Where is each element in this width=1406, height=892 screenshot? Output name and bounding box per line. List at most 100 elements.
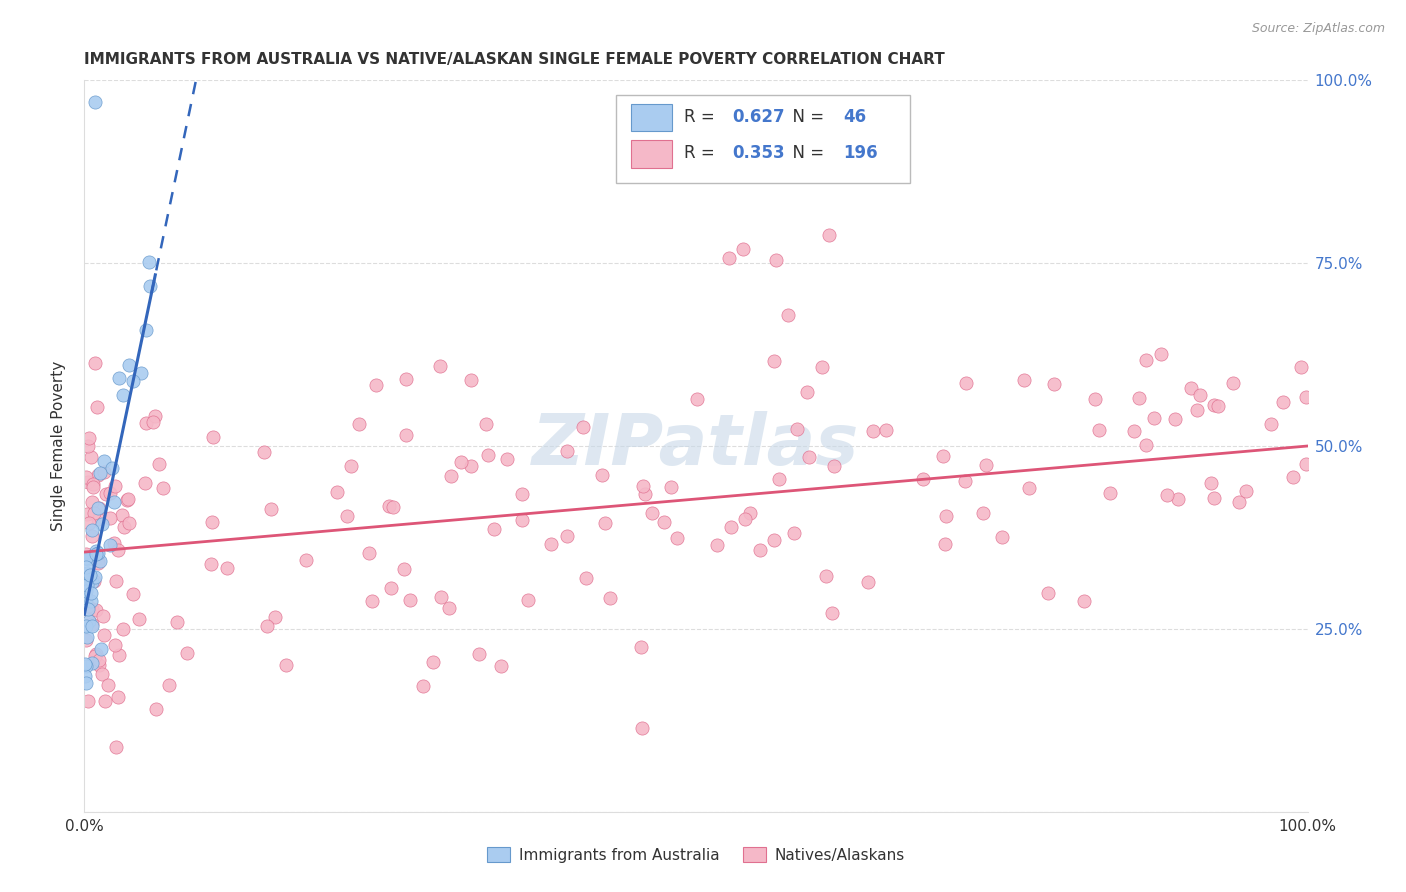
Point xyxy=(572,420,595,434)
Point xyxy=(76,508,98,522)
Point xyxy=(75,470,97,484)
Point xyxy=(80,617,103,632)
Point xyxy=(86,501,108,516)
Point xyxy=(75,619,97,633)
Point xyxy=(87,546,110,560)
Point xyxy=(103,495,125,509)
Point xyxy=(1084,392,1107,406)
Text: N =: N = xyxy=(782,108,830,126)
Point xyxy=(138,279,160,293)
Point xyxy=(1199,475,1222,490)
Point xyxy=(82,523,104,537)
Point xyxy=(176,646,198,660)
Point xyxy=(460,374,482,388)
Point xyxy=(121,586,143,600)
FancyBboxPatch shape xyxy=(616,95,910,183)
Point xyxy=(108,370,131,384)
Point xyxy=(104,740,127,755)
Point xyxy=(325,484,347,499)
Point xyxy=(349,417,371,431)
Point xyxy=(111,388,134,402)
Point xyxy=(665,531,688,545)
Point xyxy=(93,608,115,623)
Point xyxy=(256,619,278,633)
Point xyxy=(1163,411,1185,425)
Point xyxy=(93,454,115,468)
Point xyxy=(84,355,107,369)
Point xyxy=(87,554,110,568)
Point xyxy=(974,458,997,473)
Point xyxy=(1295,390,1317,404)
Point xyxy=(654,516,676,530)
Point xyxy=(1014,373,1036,387)
Point xyxy=(862,424,884,438)
Point xyxy=(135,323,157,337)
Point xyxy=(555,444,578,458)
Point xyxy=(201,515,224,529)
Point xyxy=(575,571,598,585)
Point xyxy=(815,569,838,583)
Point xyxy=(510,513,533,527)
Point xyxy=(82,656,104,670)
Point xyxy=(77,602,100,616)
Point xyxy=(1036,585,1059,599)
Point xyxy=(856,575,879,590)
Point xyxy=(84,544,107,558)
Point xyxy=(659,480,682,494)
Point xyxy=(1295,457,1317,471)
Point xyxy=(83,95,105,110)
Point xyxy=(76,578,98,592)
Point xyxy=(1143,411,1166,425)
Point xyxy=(821,606,844,620)
Point xyxy=(259,502,281,516)
Point xyxy=(540,536,562,550)
Point xyxy=(82,574,104,589)
Point xyxy=(80,593,103,607)
Point xyxy=(87,467,110,482)
Point xyxy=(991,530,1014,544)
Point xyxy=(94,694,117,708)
Point xyxy=(82,477,104,491)
Point xyxy=(77,599,100,614)
Point xyxy=(82,495,104,509)
Point xyxy=(107,690,129,704)
Point xyxy=(75,632,97,647)
Point xyxy=(381,500,404,515)
Point xyxy=(217,561,239,575)
Point xyxy=(450,455,472,469)
FancyBboxPatch shape xyxy=(631,140,672,168)
Point xyxy=(115,493,138,508)
Point xyxy=(145,702,167,716)
Point xyxy=(686,392,709,406)
Point xyxy=(128,612,150,626)
Point xyxy=(1234,484,1257,499)
Point xyxy=(274,658,297,673)
Point xyxy=(152,482,174,496)
Point xyxy=(634,487,657,501)
Point xyxy=(797,450,820,465)
Point xyxy=(339,458,361,473)
Point xyxy=(818,227,841,242)
Point xyxy=(104,638,127,652)
Point xyxy=(90,641,112,656)
Point xyxy=(84,603,107,617)
Legend: Immigrants from Australia, Natives/Alaskans: Immigrants from Australia, Natives/Alask… xyxy=(486,847,905,863)
Point xyxy=(557,529,579,543)
Point xyxy=(129,367,152,381)
Point xyxy=(118,358,141,372)
Point xyxy=(107,543,129,558)
Point xyxy=(357,545,380,559)
Point xyxy=(591,468,613,483)
Point xyxy=(122,374,145,388)
Point xyxy=(1272,395,1295,409)
Point xyxy=(932,450,955,464)
Point xyxy=(77,516,100,530)
Point xyxy=(112,520,135,534)
Point xyxy=(783,525,806,540)
Point xyxy=(1185,402,1208,417)
Text: IMMIGRANTS FROM AUSTRALIA VS NATIVE/ALASKAN SINGLE FEMALE POVERTY CORRELATION CH: IMMIGRANTS FROM AUSTRALIA VS NATIVE/ALAS… xyxy=(84,52,945,67)
Point xyxy=(1188,388,1211,402)
Point xyxy=(1204,491,1226,505)
Point xyxy=(80,529,103,543)
Point xyxy=(117,492,139,507)
